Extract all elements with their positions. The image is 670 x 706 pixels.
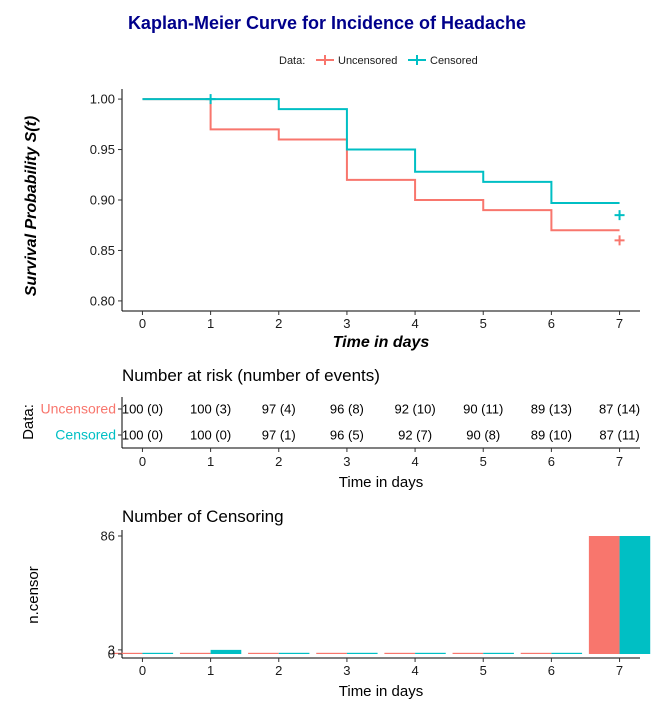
- km-y-axis-title: Survival Probability S(t): [23, 116, 40, 296]
- censor-x-tick-label: 3: [343, 663, 350, 678]
- legend-title: Data:: [279, 55, 305, 67]
- censor-mark-censored: [614, 210, 625, 221]
- km-x-tick-label: 1: [207, 316, 214, 331]
- km-y-tick-label: 0.85: [90, 243, 115, 258]
- legend-key-censored: [408, 55, 426, 65]
- censor-x-tick-label: 6: [548, 663, 555, 678]
- risk-cell-uncensored: 100 (3): [190, 402, 231, 417]
- risk-cell-censored: 97 (1): [262, 428, 296, 443]
- bar-uncensored: [520, 652, 552, 654]
- km-x-tick-label: 3: [343, 316, 350, 331]
- risk-x-tick-label: 5: [480, 454, 487, 469]
- risk-cell-censored: 89 (10): [531, 428, 572, 443]
- censor-x-tick-label: 1: [207, 663, 214, 678]
- risk-x-tick-label: 1: [207, 454, 214, 469]
- risk-cell-uncensored: 87 (14): [599, 402, 640, 417]
- censor-y-tick-label: 0: [108, 647, 115, 662]
- censor-y-axis-title: n.censor: [25, 566, 42, 624]
- risk-cell-censored: 90 (8): [466, 428, 500, 443]
- risk-x-axis-title: Time in days: [339, 474, 423, 491]
- censor-x-tick-label: 0: [139, 663, 146, 678]
- km-y-tick-label: 0.80: [90, 293, 115, 308]
- risk-cell-censored: 87 (11): [599, 428, 639, 443]
- risk-cell-censored: 96 (5): [330, 428, 364, 443]
- risk-rows: Uncensored 100 (0) 100 (3) 97 (4) 96 (8) 92 (…: [41, 401, 641, 443]
- censor-bars: [111, 536, 651, 654]
- censor-x-tick-label: 5: [480, 663, 487, 678]
- risk-table-title: Number at risk (number of events): [122, 366, 380, 385]
- km-x-tick-label: 7: [616, 316, 623, 331]
- bar-uncensored: [111, 652, 143, 654]
- km-x-tick-label: 6: [548, 316, 555, 331]
- risk-cell-uncensored: 97 (4): [262, 402, 296, 417]
- km-x-tick-label: 4: [411, 316, 418, 331]
- risk-cell-uncensored: 92 (10): [394, 402, 435, 417]
- censor-mark-censored: [205, 94, 216, 105]
- censor-x-ticks: 0 1 2 3 4 5 6 7: [139, 658, 623, 678]
- risk-x-tick-label: 6: [548, 454, 555, 469]
- risk-cell-uncensored: 96 (8): [330, 402, 364, 417]
- risk-cell-censored: 100 (0): [190, 428, 231, 443]
- bar-censored: [483, 652, 514, 654]
- censor-mark-uncensored: [614, 235, 625, 246]
- chart-title: Kaplan-Meier Curve for Incidence of Head…: [128, 13, 526, 33]
- bar-uncensored: [316, 652, 347, 654]
- censor-title: Number of Censoring: [122, 507, 284, 526]
- km-y-tick-label: 0.90: [90, 193, 115, 208]
- risk-row-label-censored: Censored: [55, 427, 116, 443]
- km-series: [142, 94, 625, 246]
- risk-x-tick-label: 2: [275, 454, 282, 469]
- censor-x-tick-label: 2: [275, 663, 282, 678]
- bar-uncensored: [248, 652, 279, 654]
- censor-x-tick-label: 7: [616, 663, 623, 678]
- bar-uncensored: [179, 652, 211, 654]
- risk-x-tick-label: 4: [411, 454, 418, 469]
- km-x-axis-title: Time in days: [333, 334, 430, 351]
- censor-y-tick-label: 3: [108, 642, 115, 657]
- bar-uncensored: [384, 652, 416, 654]
- risk-row-label-uncensored: Uncensored: [41, 401, 117, 417]
- legend-label-censored: Censored: [430, 55, 478, 67]
- risk-x-tick-label: 0: [139, 454, 146, 469]
- bar-censored: [415, 652, 446, 654]
- km-x-ticks: 0 1 2 3 4 5 6 7: [139, 311, 623, 331]
- km-y-tick-label: 0.95: [90, 142, 115, 157]
- risk-cell-censored: 92 (7): [398, 428, 432, 443]
- risk-cell-uncensored: 89 (13): [531, 402, 572, 417]
- km-y-ticks: 0.80 0.85 0.90 0.95 1.00: [90, 92, 122, 308]
- bar-censored: [210, 649, 242, 654]
- km-line-uncensored: [142, 98, 620, 232]
- bar-censored: [346, 652, 378, 654]
- legend-label-uncensored: Uncensored: [338, 55, 397, 67]
- bar-censored: [142, 652, 174, 654]
- censor-x-tick-label: 4: [411, 663, 418, 678]
- risk-x-ticks: 0 1 2 3 4 5 6 7: [139, 448, 623, 469]
- km-x-tick-label: 2: [275, 316, 282, 331]
- bar-censored: [551, 652, 583, 654]
- risk-table: Number at risk (number of events) Data: …: [20, 366, 640, 491]
- censor-x-axis-title: Time in days: [339, 683, 423, 700]
- censor-y-tick-label: 86: [101, 529, 115, 544]
- km-x-tick-label: 5: [480, 316, 487, 331]
- km-plot: 0.80 0.85 0.90 0.95 1.00 0 1 2 3 4 5 6 7 Time in da…: [23, 89, 640, 351]
- risk-y-axis-title: Data:: [20, 404, 37, 440]
- risk-cell-censored: 100 (0): [122, 428, 163, 443]
- km-x-tick-label: 0: [139, 316, 146, 331]
- risk-x-tick-label: 3: [343, 454, 350, 469]
- censor-y-ticks: 03 86: [101, 529, 122, 662]
- risk-cell-uncensored: 90 (11): [463, 402, 503, 417]
- risk-x-tick-label: 7: [616, 454, 623, 469]
- legend: Data: Uncensored Censored: [279, 55, 478, 67]
- bar-uncensored: [452, 652, 484, 654]
- bar-censored: [278, 652, 310, 654]
- km-line-censored: [142, 98, 620, 205]
- km-y-tick-label: 1.00: [90, 92, 115, 107]
- bar-uncensored: [588, 536, 620, 654]
- bar-censored: [619, 536, 651, 654]
- legend-key-uncensored: [316, 55, 334, 65]
- risk-cell-uncensored: 100 (0): [122, 402, 163, 417]
